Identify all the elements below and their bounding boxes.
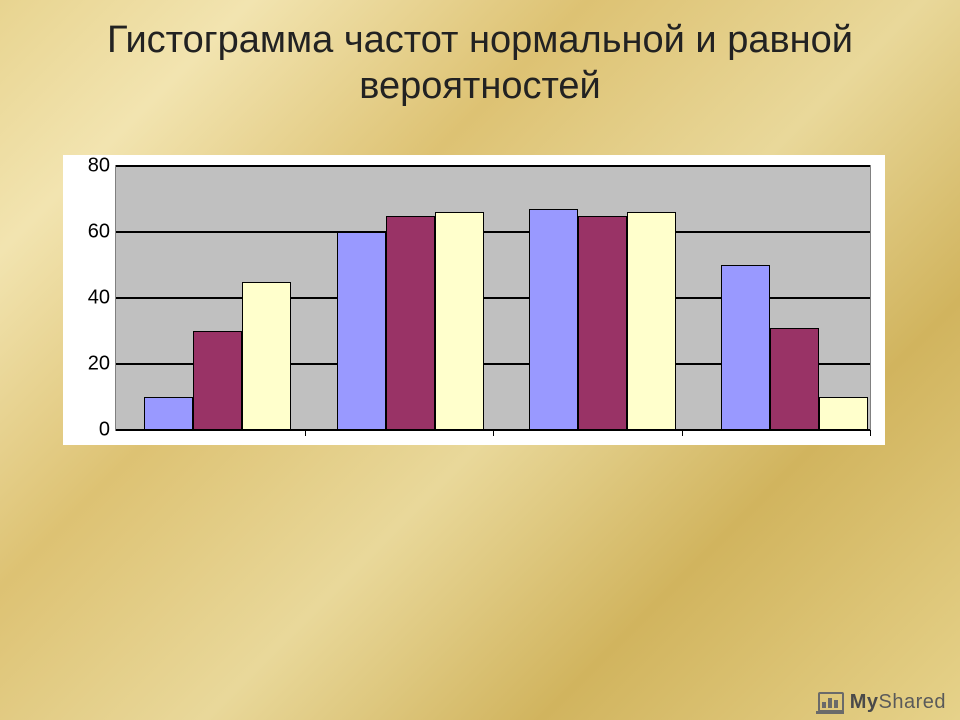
watermark-suffix: Shared [879,691,947,713]
x-tick [870,430,871,436]
slide: Гистограмма частот нормальной и равной в… [0,0,960,720]
bar [770,328,819,430]
x-tick [493,430,494,436]
x-tick [682,430,683,436]
title-line-1: Гистограмма частот нормальной и равной [107,19,853,61]
chart-plot-area: 020406080 [115,165,871,431]
y-tick-label: 80 [88,155,116,178]
y-tick-label: 0 [99,419,116,442]
bar [144,397,193,430]
bar [337,232,386,430]
y-tick-label: 60 [88,221,116,244]
grid-line [116,165,870,167]
bar [529,209,578,430]
x-tick [305,430,306,436]
title-line-2: вероятностей [359,65,601,107]
slide-title: Гистограмма частот нормальной и равной в… [0,18,960,109]
presentation-icon [816,692,844,714]
watermark: MyShared [816,691,946,714]
bar [193,331,242,430]
y-tick-label: 40 [88,287,116,310]
bar [578,216,627,431]
bar [819,397,868,430]
bar [242,282,291,431]
chart-card: 0 20 40 60 80 [63,155,885,445]
bar [435,212,484,430]
bar [627,212,676,430]
bar [386,216,435,431]
grid-line [116,231,870,233]
watermark-prefix: My [850,691,879,713]
y-tick-label: 20 [88,353,116,376]
bar [721,265,770,430]
